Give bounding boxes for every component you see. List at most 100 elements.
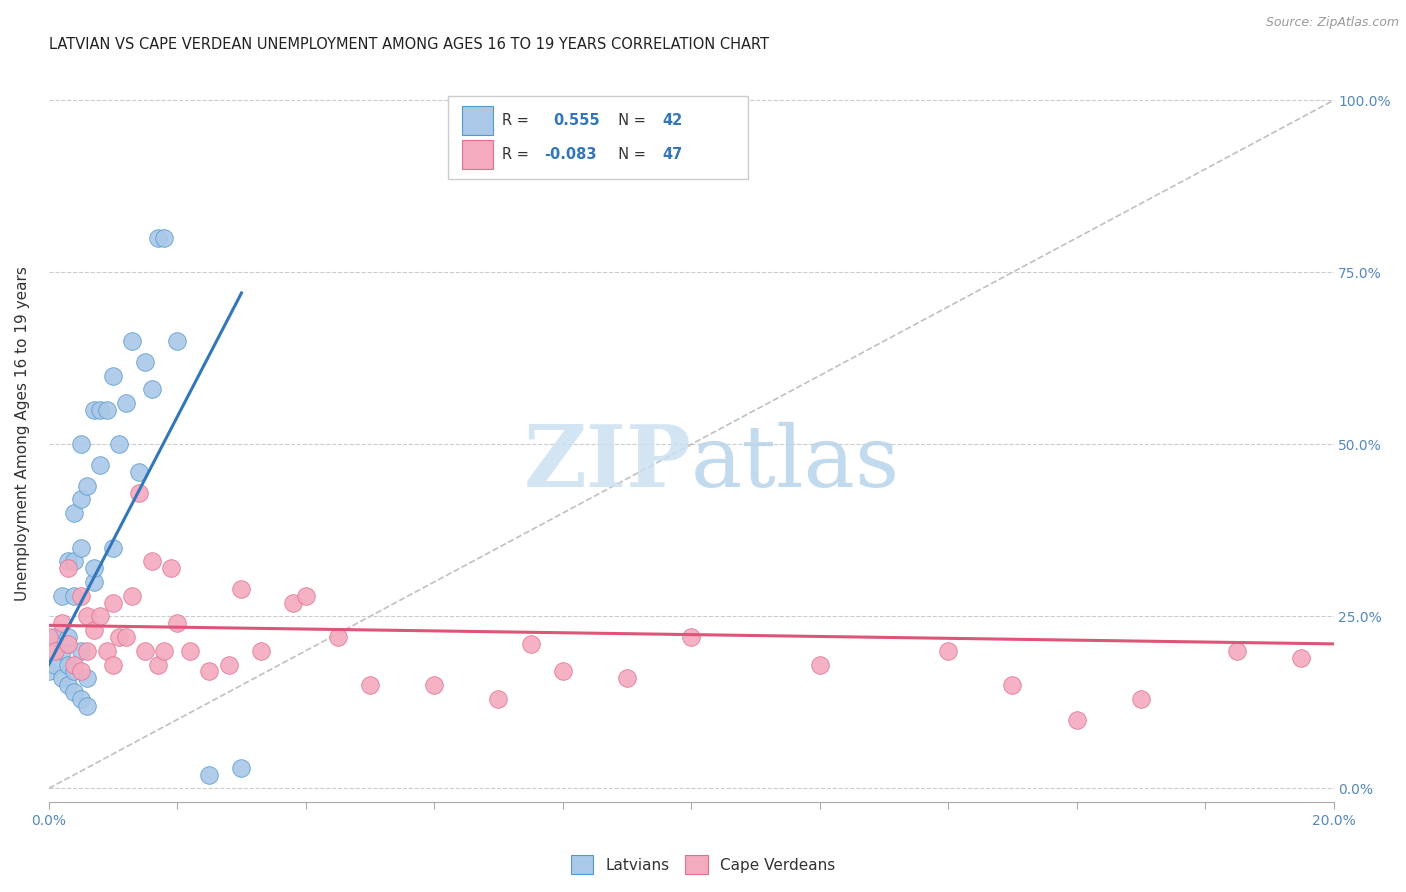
Point bbox=[1291, 650, 1313, 665]
FancyBboxPatch shape bbox=[463, 106, 494, 136]
Point bbox=[166, 334, 188, 348]
Point bbox=[56, 630, 79, 644]
Text: N =: N = bbox=[609, 113, 651, 128]
Point bbox=[423, 678, 446, 692]
Point bbox=[76, 644, 98, 658]
Point bbox=[76, 671, 98, 685]
Text: ZIP: ZIP bbox=[523, 422, 692, 506]
Point bbox=[146, 657, 169, 672]
Point bbox=[486, 692, 509, 706]
Point bbox=[159, 561, 181, 575]
Point bbox=[38, 630, 60, 644]
Point bbox=[936, 644, 959, 658]
Point bbox=[114, 630, 136, 644]
Point bbox=[83, 574, 105, 589]
Point bbox=[198, 767, 221, 781]
Point bbox=[56, 678, 79, 692]
Point bbox=[70, 665, 93, 679]
Point bbox=[153, 231, 176, 245]
Point bbox=[51, 616, 73, 631]
Point bbox=[121, 589, 143, 603]
Text: atlas: atlas bbox=[692, 422, 900, 505]
Point bbox=[153, 644, 176, 658]
Point bbox=[56, 554, 79, 568]
Point bbox=[44, 644, 66, 658]
Point bbox=[63, 665, 86, 679]
Point bbox=[83, 623, 105, 637]
Point bbox=[56, 561, 79, 575]
Point bbox=[101, 541, 124, 555]
Point bbox=[141, 554, 163, 568]
Point bbox=[76, 609, 98, 624]
Point bbox=[134, 644, 156, 658]
Point bbox=[218, 657, 240, 672]
Point bbox=[1001, 678, 1024, 692]
Point bbox=[1226, 644, 1249, 658]
Point bbox=[51, 671, 73, 685]
Point bbox=[108, 437, 131, 451]
Point bbox=[681, 630, 703, 644]
Point bbox=[114, 396, 136, 410]
Point bbox=[89, 609, 111, 624]
Point bbox=[249, 644, 271, 658]
Point bbox=[51, 644, 73, 658]
Point bbox=[70, 644, 93, 658]
Text: 47: 47 bbox=[662, 147, 683, 162]
Point bbox=[63, 554, 86, 568]
FancyBboxPatch shape bbox=[463, 140, 494, 169]
Point bbox=[63, 685, 86, 699]
Point bbox=[808, 657, 831, 672]
Point bbox=[551, 665, 574, 679]
Point bbox=[179, 644, 201, 658]
Point bbox=[89, 458, 111, 472]
Point bbox=[101, 368, 124, 383]
Point bbox=[121, 334, 143, 348]
Point bbox=[108, 630, 131, 644]
Point bbox=[76, 698, 98, 713]
Point bbox=[294, 589, 316, 603]
Y-axis label: Unemployment Among Ages 16 to 19 years: Unemployment Among Ages 16 to 19 years bbox=[15, 267, 30, 601]
Text: -0.083: -0.083 bbox=[544, 147, 598, 162]
Point bbox=[63, 589, 86, 603]
Point bbox=[146, 231, 169, 245]
Point bbox=[326, 630, 349, 644]
Text: LATVIAN VS CAPE VERDEAN UNEMPLOYMENT AMONG AGES 16 TO 19 YEARS CORRELATION CHART: LATVIAN VS CAPE VERDEAN UNEMPLOYMENT AMO… bbox=[49, 37, 769, 53]
Point bbox=[519, 637, 541, 651]
Point bbox=[231, 761, 253, 775]
Point bbox=[89, 403, 111, 417]
Point bbox=[166, 616, 188, 631]
Text: Source: ZipAtlas.com: Source: ZipAtlas.com bbox=[1265, 16, 1399, 29]
Point bbox=[63, 506, 86, 520]
Point bbox=[38, 665, 60, 679]
Point bbox=[83, 403, 105, 417]
Point bbox=[63, 657, 86, 672]
Point bbox=[231, 582, 253, 596]
Point bbox=[96, 403, 118, 417]
Point bbox=[51, 589, 73, 603]
Point bbox=[198, 665, 221, 679]
Point bbox=[1129, 692, 1152, 706]
Point bbox=[128, 465, 150, 479]
Text: 42: 42 bbox=[662, 113, 683, 128]
Point bbox=[128, 485, 150, 500]
Point bbox=[101, 657, 124, 672]
Point bbox=[70, 492, 93, 507]
Point bbox=[83, 561, 105, 575]
Legend: Latvians, Cape Verdeans: Latvians, Cape Verdeans bbox=[564, 849, 842, 880]
Point bbox=[56, 657, 79, 672]
Point bbox=[359, 678, 381, 692]
Point bbox=[96, 644, 118, 658]
Point bbox=[101, 596, 124, 610]
Point bbox=[1066, 713, 1088, 727]
Point bbox=[44, 630, 66, 644]
Point bbox=[70, 692, 93, 706]
Point bbox=[616, 671, 638, 685]
Point bbox=[141, 382, 163, 396]
Text: N =: N = bbox=[609, 147, 651, 162]
Point bbox=[76, 478, 98, 492]
Point bbox=[70, 437, 93, 451]
Point bbox=[134, 355, 156, 369]
Text: 0.555: 0.555 bbox=[554, 113, 600, 128]
Text: R =: R = bbox=[502, 147, 534, 162]
Point bbox=[56, 637, 79, 651]
